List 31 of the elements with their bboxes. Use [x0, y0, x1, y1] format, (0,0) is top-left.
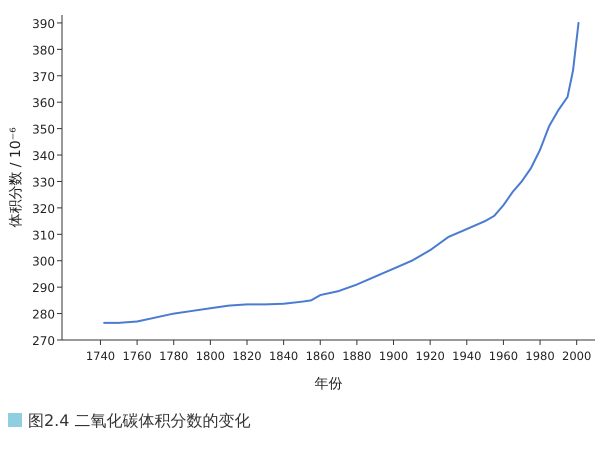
y-axis-title: 体积分数 / 10⁻⁶ [8, 126, 24, 228]
caption: 图2.4 二氧化碳体积分数的变化 [28, 411, 251, 430]
x-tick-label: 1740 [86, 349, 116, 363]
y-tick-label: 270 [32, 334, 55, 348]
y-tick-label: 320 [32, 202, 55, 216]
y-tick-label: 280 [32, 308, 55, 322]
x-tick-label: 1760 [122, 349, 152, 363]
y-tick-label: 290 [32, 281, 55, 296]
x-tick-label: 1940 [452, 349, 482, 363]
x-tick-label: 1920 [416, 349, 445, 363]
x-tick-label: 1820 [232, 349, 262, 363]
x-tick-label: 1960 [488, 349, 518, 363]
x-tick-label: 2000 [562, 349, 592, 363]
y-tick-label: 390 [32, 16, 55, 31]
x-tick-label: 1880 [342, 349, 372, 363]
y-tick-label: 310 [32, 228, 55, 242]
x-tick-label: 1900 [378, 349, 408, 363]
y-tick-label: 380 [32, 43, 55, 58]
y-tick-label: 360 [32, 96, 55, 110]
y-tick-label: 330 [32, 175, 55, 190]
x-tick-label: 1780 [159, 349, 188, 363]
y-tick-label: 340 [32, 149, 55, 164]
y-tick-label: 370 [32, 70, 55, 84]
y-tick-label: 350 [32, 122, 55, 137]
x-tick-label: 1860 [306, 349, 335, 363]
line-series [103, 22, 580, 324]
x-tick-label: 1800 [196, 349, 225, 363]
x-axis-title: 年份 [314, 376, 342, 392]
x-tick-label: 1980 [525, 349, 555, 363]
x-tick-label: 1840 [268, 349, 298, 363]
y-tick-label: 300 [32, 254, 55, 269]
